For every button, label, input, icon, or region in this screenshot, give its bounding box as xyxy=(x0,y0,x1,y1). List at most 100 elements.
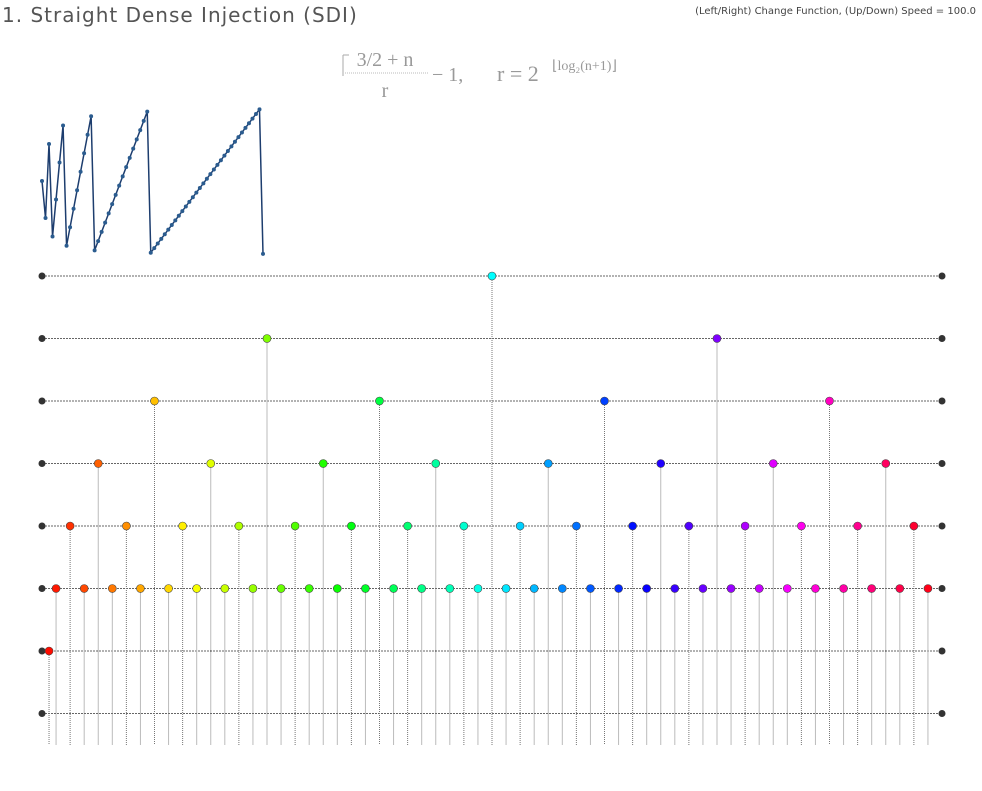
sequence-point xyxy=(180,209,185,214)
node xyxy=(572,521,581,531)
row-end xyxy=(38,272,46,280)
node xyxy=(726,584,736,593)
node xyxy=(108,584,117,593)
sequence-point xyxy=(162,232,167,237)
numerator: 3/2 + n xyxy=(357,49,414,71)
sequence-point xyxy=(106,211,111,216)
sequence-point xyxy=(96,239,101,244)
node xyxy=(754,584,764,593)
sequence-point xyxy=(141,118,146,123)
node xyxy=(670,584,680,593)
node xyxy=(698,584,708,593)
sequence-point xyxy=(103,220,108,225)
node xyxy=(403,521,412,531)
sequence-point xyxy=(243,125,248,130)
sequence-point xyxy=(85,132,90,137)
row-end xyxy=(938,272,946,280)
exponent: ⌊log₂(n+1)⌋ xyxy=(552,59,617,74)
sequence-point xyxy=(257,107,262,112)
row-end xyxy=(938,397,946,405)
row-end xyxy=(938,460,946,467)
sequence-point xyxy=(225,148,230,153)
sequence-point xyxy=(82,151,87,156)
node xyxy=(290,521,300,531)
sequence-point xyxy=(215,162,220,167)
sequence-plot xyxy=(40,107,265,256)
node xyxy=(459,521,469,531)
node xyxy=(825,396,834,406)
node xyxy=(867,584,876,593)
sequence-line xyxy=(41,107,264,255)
node xyxy=(853,521,862,531)
sequence-point xyxy=(148,250,153,255)
sequence-point xyxy=(127,155,132,160)
node xyxy=(515,521,525,531)
sequence-point xyxy=(197,185,202,190)
sequence-point xyxy=(222,153,227,158)
node xyxy=(51,584,61,593)
formula-tail: − 1, xyxy=(432,64,463,86)
formula: 3/2 + n r − 1, r = 2 ⌊log₂(n+1)⌋ xyxy=(342,49,617,102)
node xyxy=(318,459,328,468)
sequence-point xyxy=(239,130,244,135)
sequence-point xyxy=(50,234,55,239)
node xyxy=(529,584,539,593)
node xyxy=(642,584,651,593)
node xyxy=(445,584,455,593)
sequence-point xyxy=(229,144,234,149)
row-end xyxy=(38,585,46,592)
sequence-point xyxy=(159,236,164,241)
sequence-point xyxy=(134,137,139,142)
node xyxy=(93,459,103,468)
node xyxy=(375,396,384,406)
sequence-point xyxy=(64,243,69,248)
sequence-point xyxy=(253,111,258,116)
node xyxy=(276,584,286,593)
sequence-point xyxy=(68,225,73,230)
sequence-point xyxy=(117,183,122,188)
node xyxy=(684,521,694,531)
sequence-point xyxy=(57,160,62,165)
sequence-point xyxy=(43,216,48,220)
node xyxy=(586,584,595,593)
row-end xyxy=(38,710,46,717)
sequence-point xyxy=(131,146,136,151)
sequence-point xyxy=(78,169,83,174)
node xyxy=(234,521,244,531)
node xyxy=(768,459,778,468)
sequence-point xyxy=(218,158,223,163)
sequence-point xyxy=(152,246,157,251)
node xyxy=(304,584,314,593)
sequence-point xyxy=(120,174,125,179)
sequence-point xyxy=(113,192,118,197)
row-end xyxy=(938,335,946,342)
sequence-point xyxy=(124,165,129,170)
r-definition: r = 2 xyxy=(497,61,539,86)
row-end xyxy=(38,335,46,342)
sequence-point xyxy=(92,248,97,253)
sequence-point xyxy=(169,222,174,227)
sequence-point xyxy=(47,142,52,146)
node xyxy=(79,584,89,593)
node xyxy=(614,584,623,593)
sequence-point xyxy=(204,176,209,181)
node xyxy=(895,584,905,593)
node xyxy=(740,521,750,531)
sequence-point xyxy=(138,128,143,133)
node xyxy=(501,584,511,593)
sequence-point xyxy=(75,188,80,193)
node xyxy=(558,584,567,593)
sequence-point xyxy=(61,123,66,128)
sequence-point xyxy=(173,218,178,223)
node xyxy=(389,584,398,593)
sequence-point xyxy=(208,172,213,177)
sequence-point xyxy=(236,135,241,140)
node xyxy=(783,584,792,593)
node xyxy=(839,584,848,593)
row-end xyxy=(38,522,46,530)
injection-grid xyxy=(38,271,946,745)
sequence-point xyxy=(190,195,195,200)
sequence-point xyxy=(155,241,160,246)
sequence-point xyxy=(183,204,188,209)
